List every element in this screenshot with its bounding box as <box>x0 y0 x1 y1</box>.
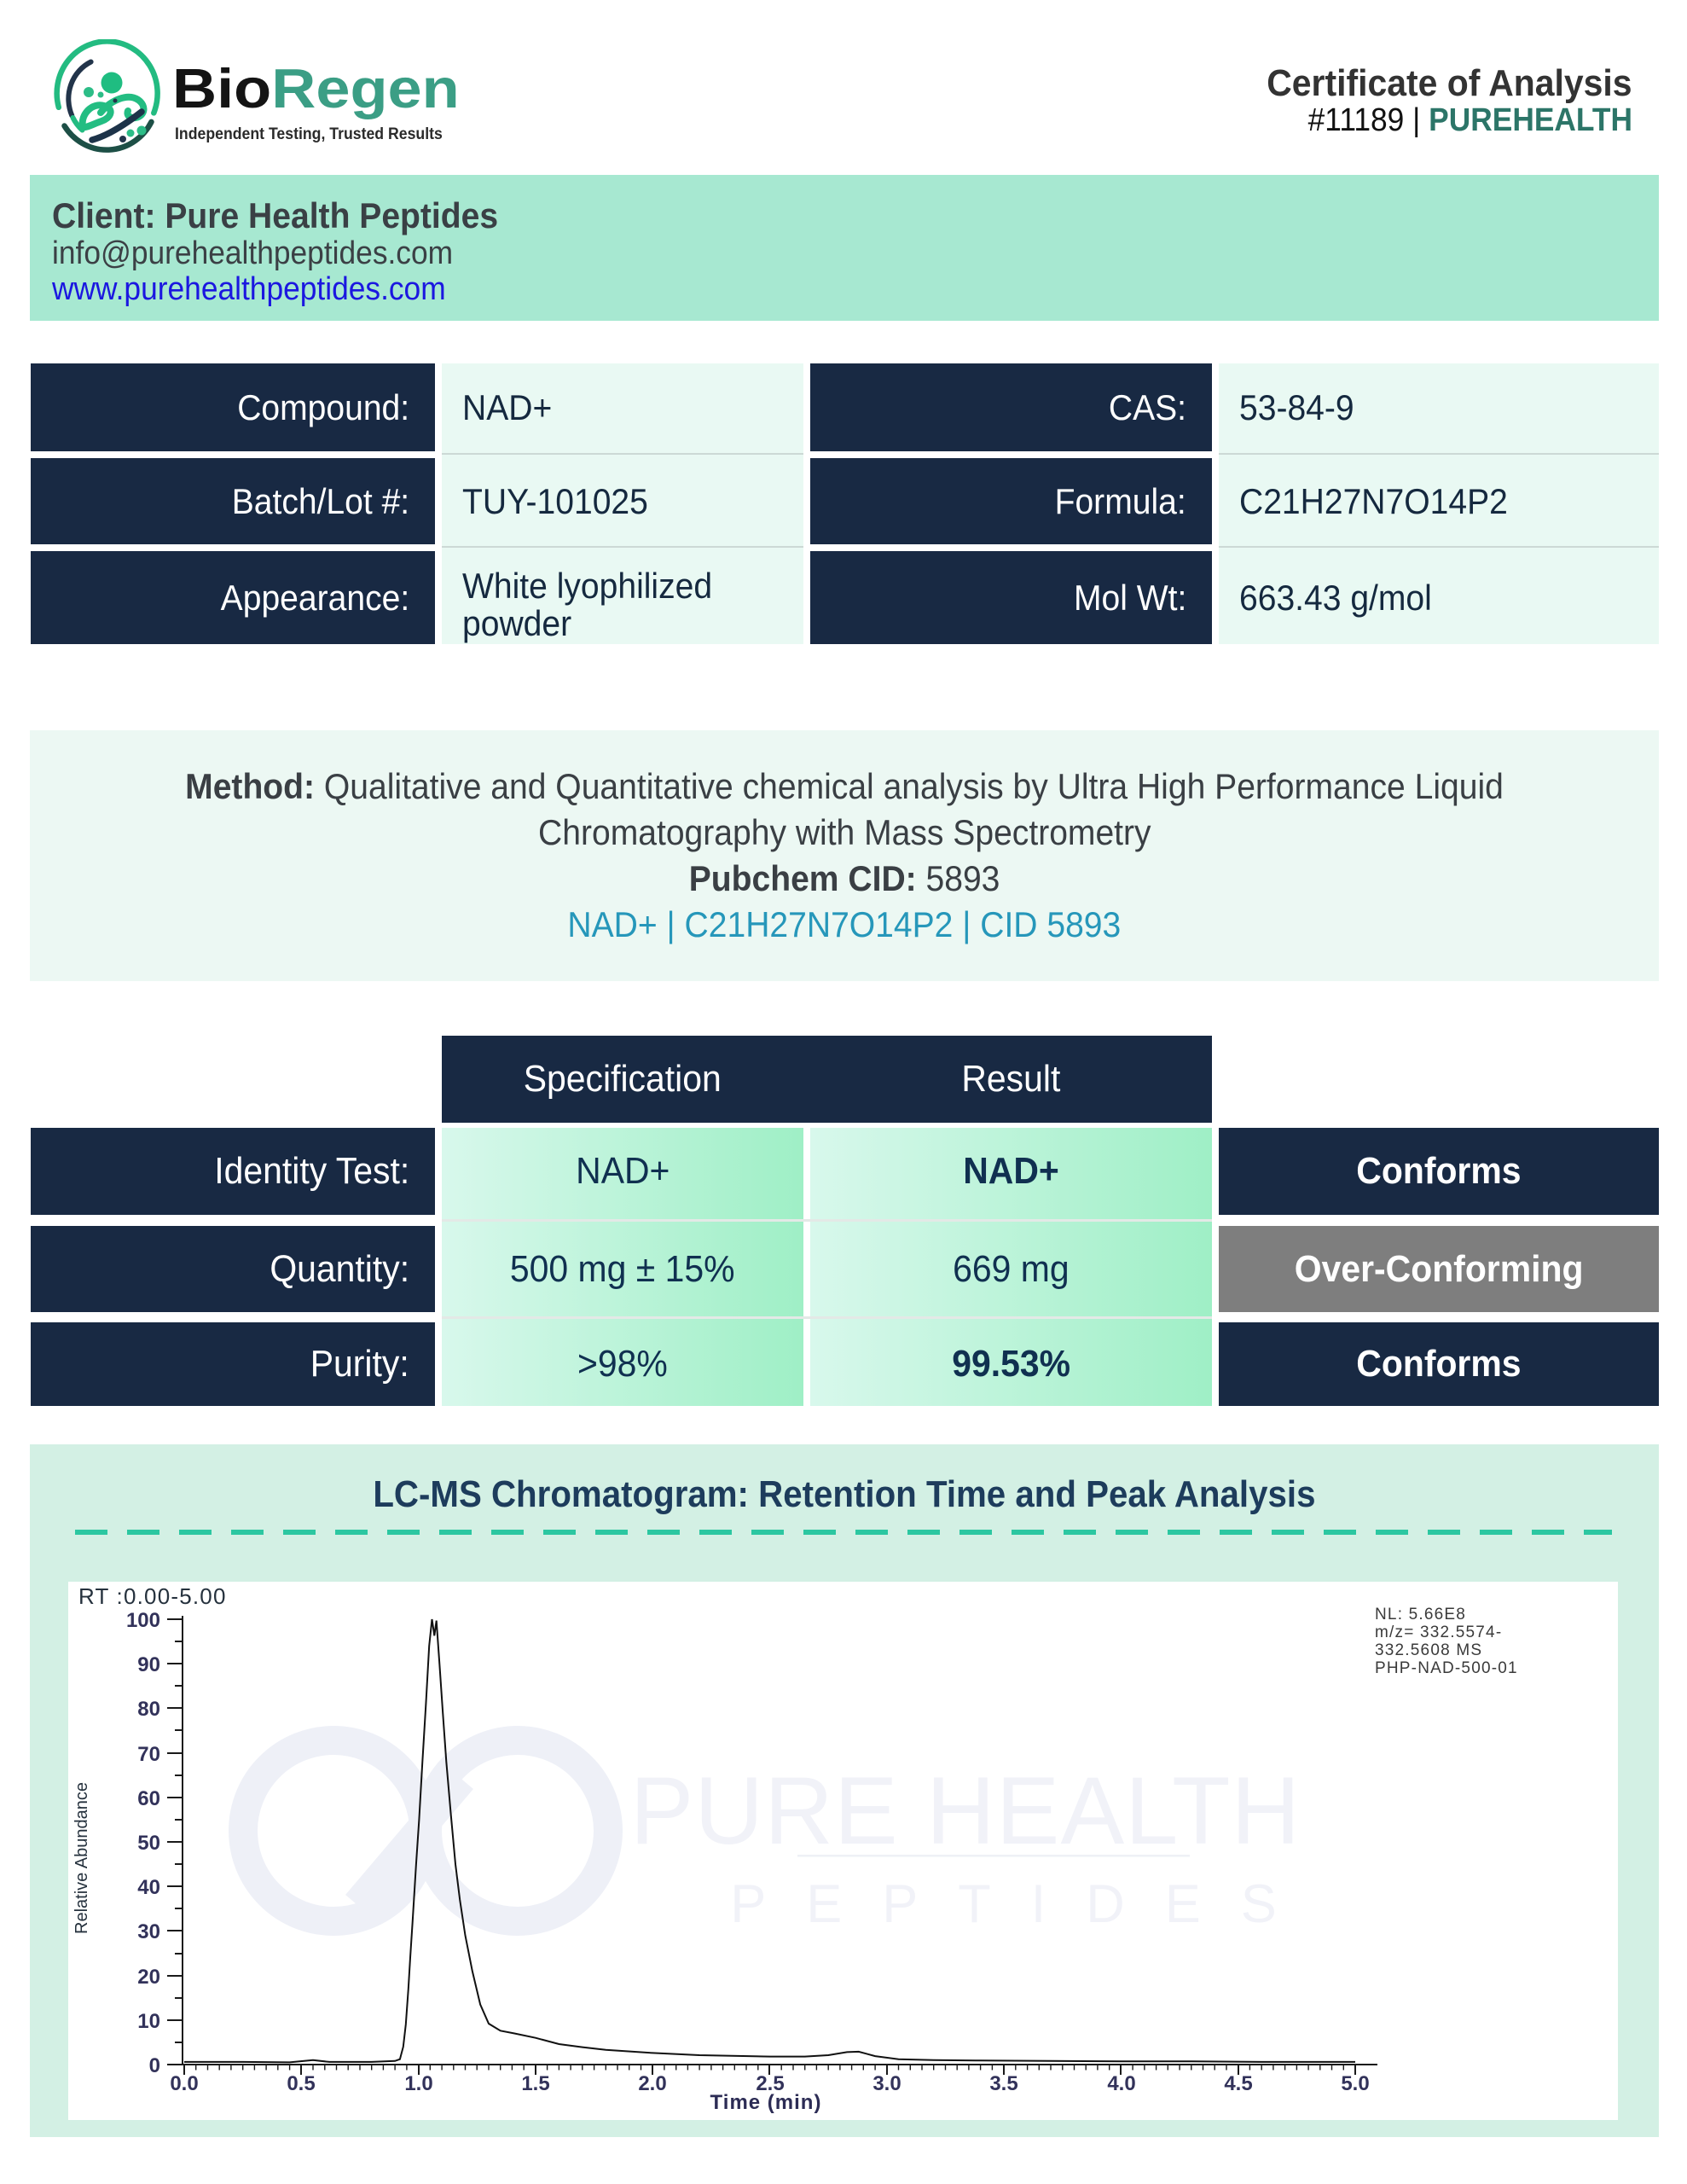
svg-text:PEPTIDES: PEPTIDES <box>730 1874 1317 1934</box>
svg-text:3.5: 3.5 <box>989 2072 1017 2095</box>
svg-text:20: 20 <box>137 1966 160 1989</box>
svg-text:10: 10 <box>137 2010 160 2033</box>
svg-text:m/z= 332.5574-: m/z= 332.5574- <box>1375 1623 1502 1641</box>
svg-text:0.5: 0.5 <box>287 2072 315 2095</box>
svg-text:NL: 5.66E8: NL: 5.66E8 <box>1375 1606 1466 1623</box>
svg-text:100: 100 <box>126 1609 160 1632</box>
svg-text:3.0: 3.0 <box>872 2072 901 2095</box>
svg-text:4.0: 4.0 <box>1107 2072 1135 2095</box>
svg-text:90: 90 <box>137 1653 160 1676</box>
svg-text:30: 30 <box>137 1920 160 1943</box>
svg-text:1.0: 1.0 <box>404 2072 432 2095</box>
svg-text:70: 70 <box>137 1743 160 1766</box>
svg-text:PHP-NAD-500-01: PHP-NAD-500-01 <box>1375 1659 1518 1677</box>
svg-text:0.0: 0.0 <box>170 2072 198 2095</box>
svg-text:40: 40 <box>137 1876 160 1899</box>
svg-text:0: 0 <box>149 2054 160 2077</box>
svg-text:RT :0.00-5.00: RT :0.00-5.00 <box>78 1583 227 1609</box>
svg-text:PURE HEALTH: PURE HEALTH <box>630 1757 1301 1864</box>
svg-text:2.0: 2.0 <box>638 2072 666 2095</box>
svg-text:60: 60 <box>137 1787 160 1810</box>
svg-text:Relative Abundance: Relative Abundance <box>72 1782 91 1934</box>
svg-text:332.5608 MS: 332.5608 MS <box>1375 1641 1482 1659</box>
svg-text:4.5: 4.5 <box>1224 2072 1252 2095</box>
svg-text:Time (min): Time (min) <box>710 2091 822 2114</box>
svg-text:50: 50 <box>137 1832 160 1855</box>
svg-text:1.5: 1.5 <box>521 2072 549 2095</box>
svg-text:80: 80 <box>137 1698 160 1721</box>
svg-text:5.0: 5.0 <box>1341 2072 1369 2095</box>
svg-text:2.5: 2.5 <box>756 2072 784 2095</box>
